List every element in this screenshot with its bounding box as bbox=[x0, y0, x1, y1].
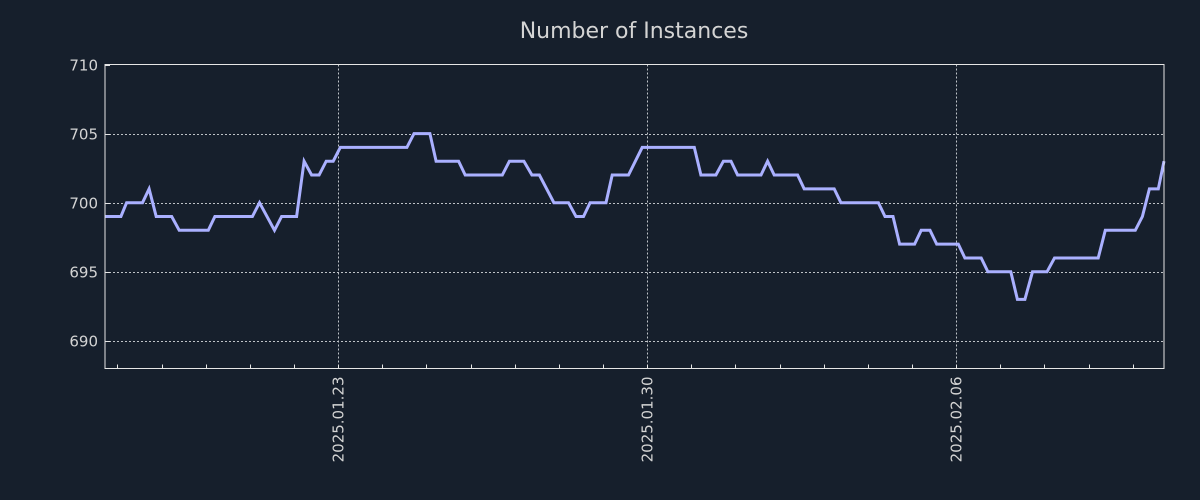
x-tick-label: 2025.01.30 bbox=[639, 377, 657, 463]
plot-frame bbox=[104, 64, 1165, 369]
y-tick-label: 690 bbox=[69, 333, 98, 351]
chart-title: Number of Instances bbox=[520, 19, 749, 44]
x-tick-label: 2025.01.23 bbox=[330, 377, 348, 463]
axis-ticks: 690 695 700 705 710 2025.01.23 2025.01.30 2025.… bbox=[69, 57, 1134, 463]
series-line bbox=[105, 132, 1166, 301]
y-tick-label: 705 bbox=[69, 126, 98, 144]
y-tick-label: 710 bbox=[69, 57, 98, 75]
y-tick-label: 700 bbox=[69, 195, 98, 213]
x-tick-label: 2025.02.06 bbox=[948, 377, 966, 463]
y-tick-label: 695 bbox=[69, 264, 98, 282]
grid bbox=[105, 64, 1164, 369]
